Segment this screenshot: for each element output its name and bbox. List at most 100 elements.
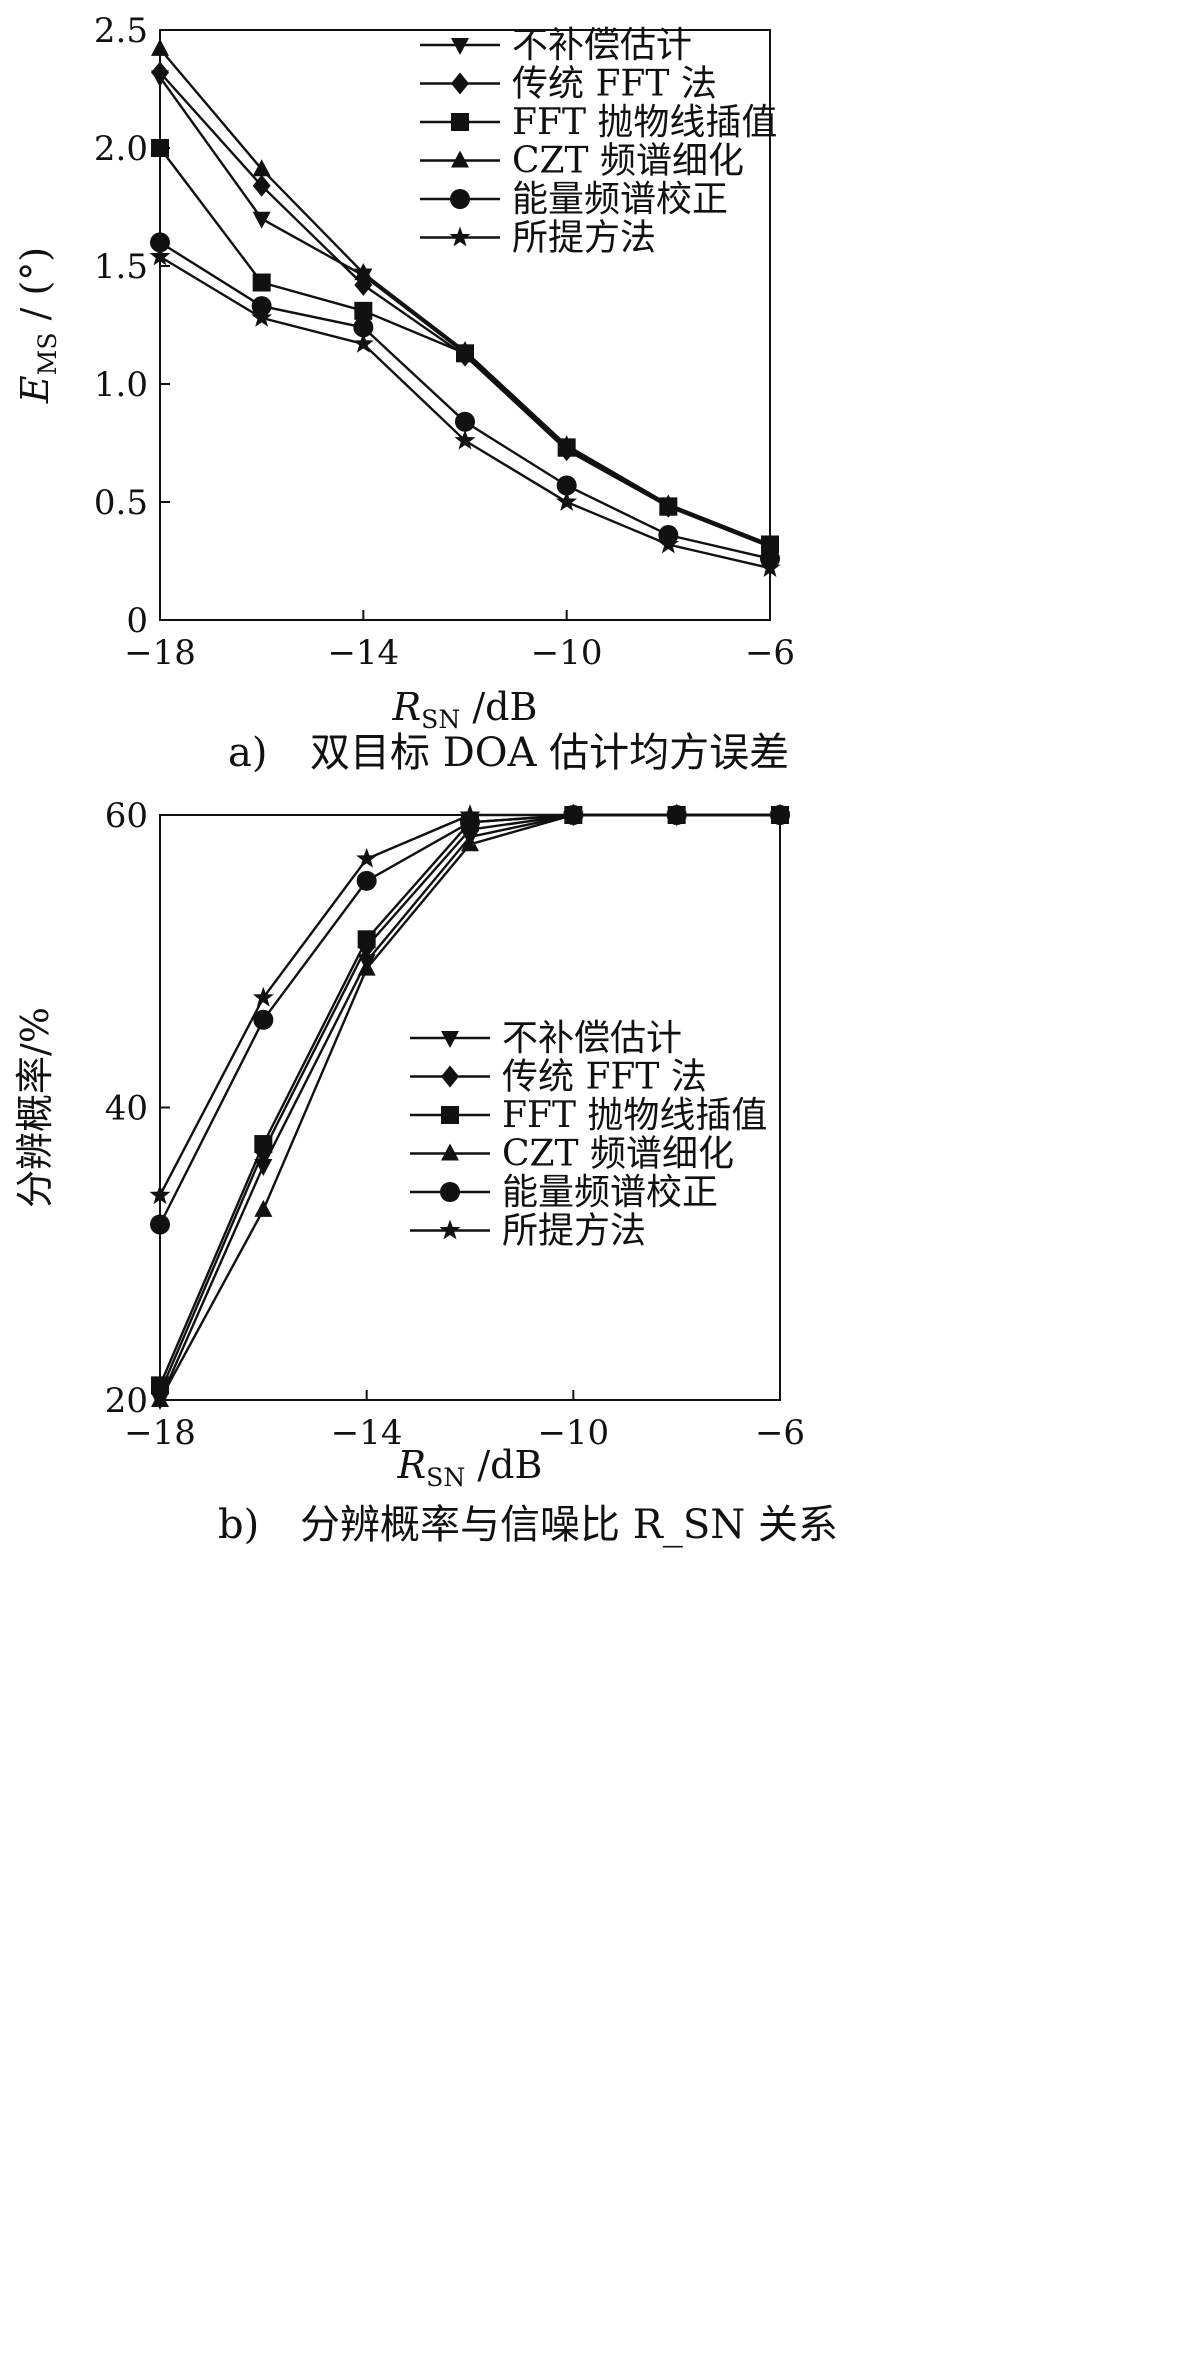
y-tick-label: 60 [105, 796, 148, 836]
y-axis-label-group: 分辨概率/% [13, 1007, 57, 1208]
legend-label: 不补偿估计 [502, 1018, 682, 1059]
series-5 [150, 232, 780, 569]
caption-label: b) [218, 1502, 259, 1548]
legend-marker [451, 150, 469, 168]
data-point [252, 174, 271, 197]
data-point [251, 306, 273, 327]
data-point [253, 1009, 274, 1030]
data-point [151, 38, 169, 56]
data-point [461, 834, 479, 852]
data-point [254, 1199, 273, 1217]
caption-label: a) [228, 730, 267, 776]
legend-marker [441, 1106, 459, 1124]
legend-marker [449, 226, 471, 247]
data-point [557, 435, 576, 453]
data-point [252, 159, 271, 177]
data-point [657, 533, 679, 554]
y-tick-label: 40 [105, 1089, 148, 1129]
x-axis-label: RSN /dB [392, 685, 538, 734]
legend-marker [451, 38, 469, 55]
y-tick-label: 1.0 [94, 365, 148, 405]
data-point [151, 1390, 169, 1407]
data-point [562, 804, 584, 824]
legend-label: 能量频谱校正 [502, 1172, 718, 1213]
legend-label: CZT 频谱细化 [512, 141, 744, 182]
legend-marker [450, 189, 470, 209]
data-point [659, 494, 678, 512]
y-tick-label: 0.5 [94, 483, 148, 523]
data-point [455, 411, 475, 432]
caption-text: 分辨概率与信噪比 R_SN 关系 [300, 1502, 838, 1548]
legend-marker [440, 1182, 460, 1202]
x-axis-label: RSN /dB [397, 1443, 543, 1492]
data-point [251, 296, 272, 317]
data-point [357, 930, 376, 949]
data-point [556, 491, 578, 511]
legend-label: 能量频谱校正 [512, 179, 728, 220]
data-point [149, 1184, 171, 1205]
y-axis-label: 分辨概率/% [13, 1007, 57, 1208]
legend-marker [451, 113, 469, 131]
y-axis-label: EMS / (°) [13, 247, 62, 404]
legend-marker [441, 1031, 459, 1048]
data-point [357, 958, 376, 976]
legend-marker [451, 72, 469, 95]
x-tick-label: −14 [331, 1413, 403, 1453]
x-tick-label: −18 [124, 633, 196, 673]
y-tick-label: 20 [105, 1381, 148, 1421]
data-point [252, 986, 274, 1007]
data-point [666, 804, 688, 824]
legend-label: FFT 抛物线插值 [512, 102, 777, 143]
legend-label: 传统 FFT 法 [502, 1057, 707, 1098]
x-tick-label: −6 [745, 633, 795, 673]
x-tick-label: −18 [124, 1413, 196, 1453]
y-tick-label: 1.5 [94, 247, 148, 287]
plot-frame [159, 29, 771, 621]
data-point [759, 557, 781, 577]
data-point [252, 211, 271, 229]
legend-label: 传统 FFT 法 [512, 64, 717, 105]
x-tick-label: −6 [755, 1413, 805, 1453]
series-4 [151, 38, 779, 552]
y-tick-label: 0 [126, 601, 148, 641]
data-point [252, 273, 271, 292]
data-point [761, 534, 779, 552]
x-tick-label: −10 [537, 1413, 609, 1453]
data-point [150, 232, 170, 253]
legend-marker [441, 1143, 459, 1161]
data-point [151, 61, 169, 84]
data-point [354, 263, 373, 281]
legend-label: 不补偿估计 [512, 25, 692, 66]
legend-marker [439, 1219, 461, 1240]
data-point [353, 317, 374, 338]
legend-label: CZT 频谱细化 [502, 1134, 734, 1175]
data-point [356, 870, 377, 891]
series-6 [149, 804, 791, 1205]
data-point [354, 301, 373, 320]
data-point [352, 332, 374, 353]
data-point [459, 804, 481, 824]
chart-a: 0 0.5 1.0 1.5 2.0 2.5 −18 −14 −10 −6 RSN /dB EMS / … [13, 11, 795, 776]
legend-label: 所提方法 [502, 1211, 646, 1252]
data-point [356, 847, 378, 868]
chart-b: 20 40 60 −18 −14 −10 −6 RSN /dB 分辨概率/% b) 分辨概率与信噪比… [13, 796, 838, 1548]
data-point [254, 1135, 273, 1154]
x-tick-label: −14 [327, 633, 399, 673]
series-6 [149, 245, 781, 577]
data-point [149, 245, 171, 266]
legend-marker [441, 1065, 459, 1088]
y-tick-label: 2.0 [94, 129, 148, 169]
legend-label: FFT 抛物线插值 [502, 1095, 767, 1136]
data-point [150, 1214, 170, 1235]
x-tick-label: −10 [531, 633, 603, 673]
data-point [556, 475, 577, 496]
y-tick-label: 2.5 [94, 11, 148, 51]
data-point [456, 340, 474, 358]
data-point [769, 804, 791, 824]
legend-label: 所提方法 [512, 218, 656, 259]
y-axis-label-group: EMS / (°) [13, 247, 62, 404]
data-point [151, 139, 169, 157]
